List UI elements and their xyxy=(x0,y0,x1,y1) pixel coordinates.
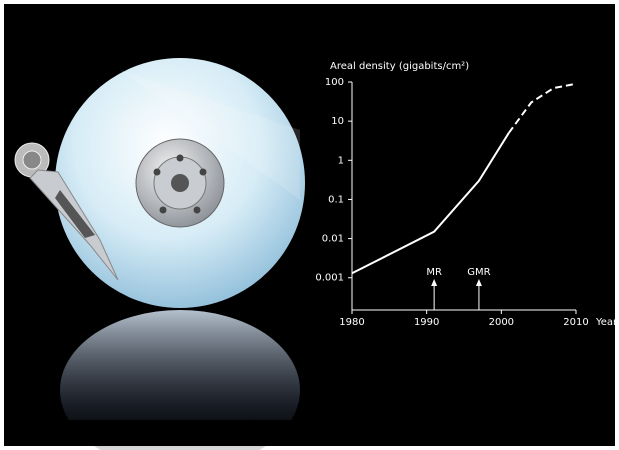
annotation-label: MR xyxy=(426,267,442,278)
disk-reflection xyxy=(60,310,300,450)
x-tick-label: 2010 xyxy=(563,317,588,328)
y-tick-label: 100 xyxy=(325,77,344,88)
disk-illustration xyxy=(4,58,305,450)
x-axis-label: Year xyxy=(595,317,618,328)
y-tick-label: 0.1 xyxy=(328,194,344,205)
arm xyxy=(29,169,119,281)
x-tick-label: 2000 xyxy=(489,317,514,328)
y-axis-label: Areal density (gigabits/cm²) xyxy=(330,61,469,72)
annotation-arrowhead xyxy=(431,279,438,286)
y-tick-label: 10 xyxy=(331,116,344,127)
y-tick-label: 0.01 xyxy=(322,234,344,245)
annotation-label: GMR xyxy=(467,267,490,278)
x-tick-label: 1990 xyxy=(414,317,439,328)
x-tick-label: 1980 xyxy=(339,317,364,328)
line-series xyxy=(351,132,510,275)
annotation-arrowhead xyxy=(475,279,482,286)
y-tick-label: 1 xyxy=(338,155,344,166)
y-tick-label: 0.001 xyxy=(315,273,344,284)
